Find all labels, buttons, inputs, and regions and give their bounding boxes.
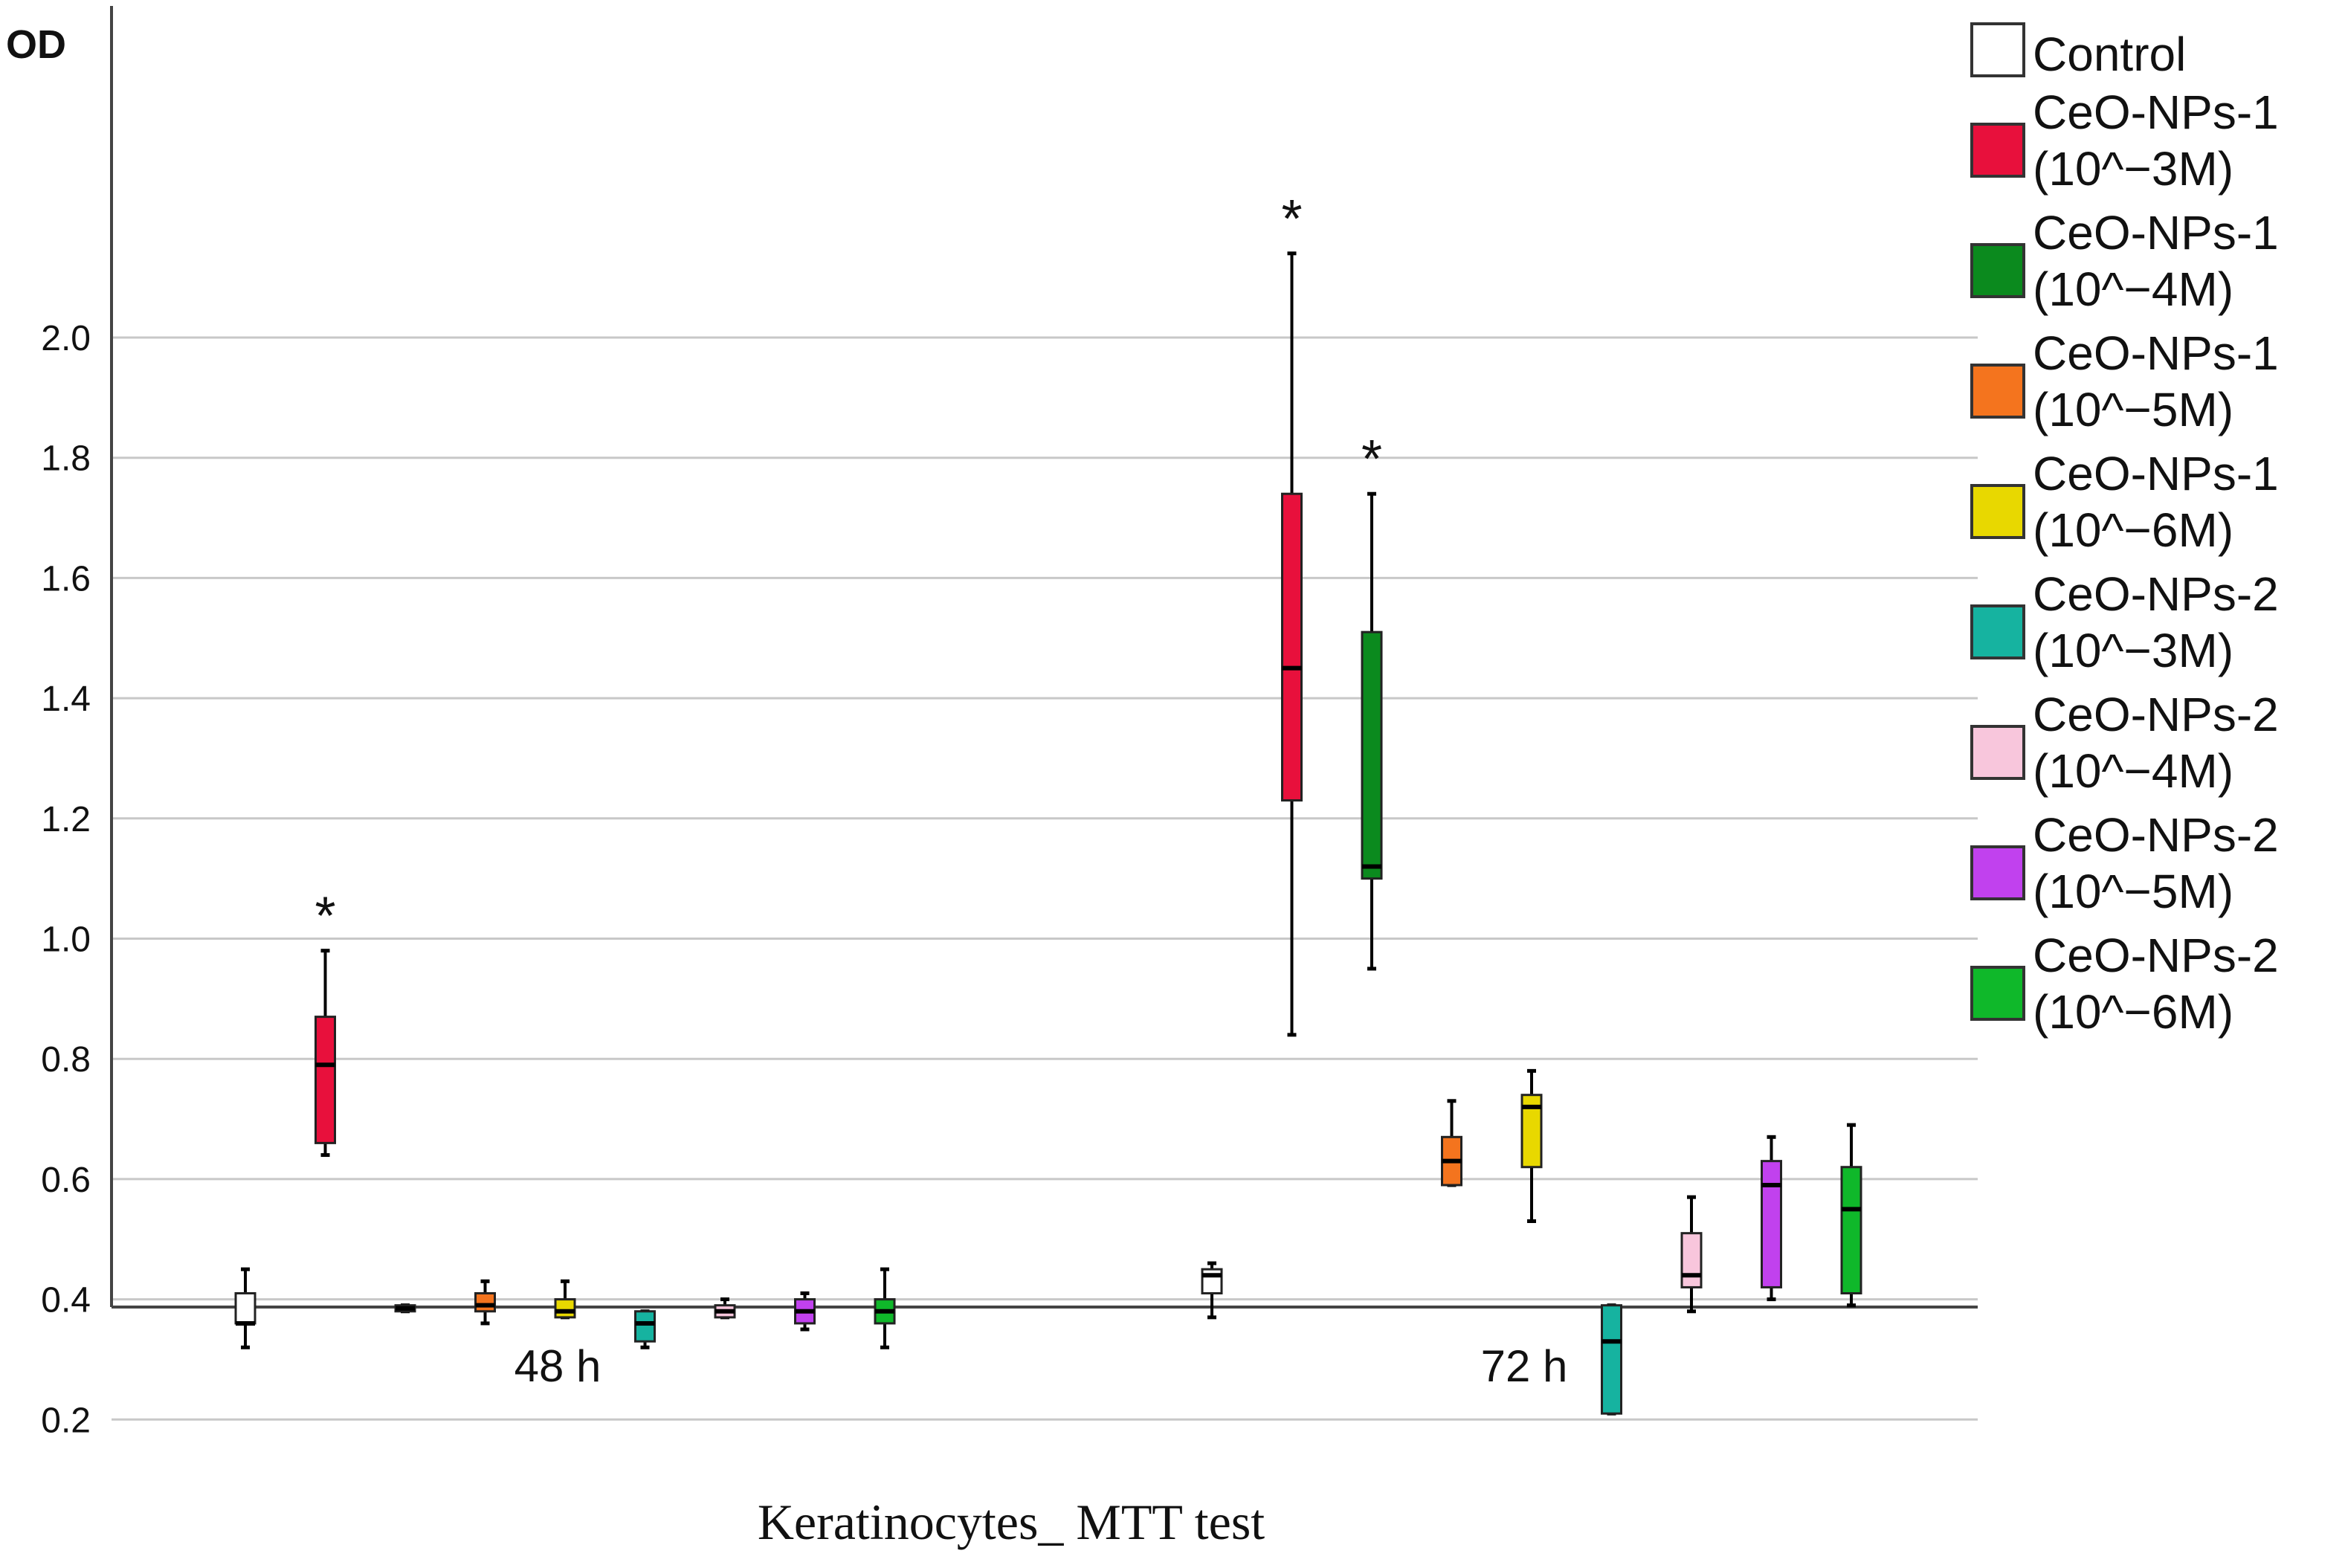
box-plot [1441, 1099, 1462, 1187]
legend-label-concentration: (10^−4M) [2033, 744, 2233, 798]
box-plot [1201, 1261, 1223, 1320]
legend-swatch [1970, 364, 2025, 419]
box-iqr [554, 1298, 576, 1319]
grid-lines [112, 336, 1978, 1421]
legend-label-concentration: (10^−3M) [2033, 624, 2233, 677]
y-tick-label: 0.6 [41, 1161, 91, 1200]
legend-item: CeO-NPs-2(10^−5M) [1970, 808, 2279, 918]
box-plot [1601, 1303, 1622, 1416]
legend-item: CeO-NPs-1(10^−3M) [1970, 86, 2279, 196]
box-plot [1520, 1068, 1543, 1223]
box-plot [474, 1279, 496, 1326]
legend-label: CeO-NPs-2 [2033, 567, 2279, 621]
y-tick-label: 1.0 [41, 920, 91, 960]
legend-item: CeO-NPs-2(10^−4M) [1970, 688, 2279, 798]
box-iqr [1201, 1268, 1223, 1295]
box-plot: * [315, 887, 336, 1158]
legend-swatch [1970, 604, 2025, 659]
y-tick-label: 0.8 [41, 1040, 91, 1080]
box-iqr [1361, 630, 1383, 880]
legend-label-concentration: (10^−4M) [2033, 262, 2233, 316]
legend-item: CeO-NPs-1(10^−5M) [1970, 326, 2279, 436]
legend-label-concentration: (10^−6M) [2033, 503, 2233, 557]
legend-swatch [1970, 123, 2025, 178]
legend-swatch [1970, 725, 2025, 780]
box-iqr [1601, 1304, 1622, 1415]
legend: ControlCeO-NPs-1(10^−3M)CeO-NPs-1(10^−4M… [1970, 22, 2279, 1039]
box-plot [554, 1279, 576, 1320]
x-category-label: 72 h [1481, 1341, 1568, 1391]
box-plot: * [1281, 190, 1303, 1037]
box-plot [234, 1267, 257, 1349]
legend-swatch [1970, 966, 2025, 1021]
legend-swatch [1970, 22, 2025, 77]
box-plot [874, 1267, 896, 1349]
legend-label: CeO-NPs-2 [2033, 808, 2279, 862]
y-tick-label: 1.2 [41, 800, 91, 839]
legend-swatch [1970, 484, 2025, 539]
legend-label: Control [2033, 28, 2186, 81]
box-plot [394, 1303, 416, 1314]
y-axis-title: OD [6, 22, 66, 67]
legend-item: CeO-NPs-2(10^−3M) [1970, 567, 2279, 677]
box-plot [794, 1291, 816, 1332]
box-series: * * * [234, 190, 1862, 1416]
box-iqr [1761, 1160, 1782, 1288]
legend-label: CeO-NPs-1 [2033, 326, 2279, 380]
y-tick-label: 1.6 [41, 559, 91, 599]
legend-item: Control [1970, 22, 2186, 81]
legend-label-concentration: (10^−6M) [2033, 985, 2233, 1039]
significance-star: * [1281, 190, 1302, 249]
x-category-label: 48 h [515, 1341, 601, 1391]
legend-label: CeO-NPs-1 [2033, 206, 2279, 259]
x-category-labels: 48 h 72 h [515, 1341, 1568, 1391]
legend-item: CeO-NPs-1(10^−6M) [1970, 447, 2279, 557]
box-plot [1680, 1195, 1703, 1314]
box-iqr [474, 1292, 496, 1313]
box-plot [1761, 1135, 1782, 1302]
x-axis-caption: Keratinocytes_ MTT test [758, 1494, 1265, 1550]
legend-swatch [1970, 845, 2025, 900]
box-iqr [1281, 492, 1303, 802]
legend-label-concentration: (10^−5M) [2033, 865, 2233, 918]
box-iqr [634, 1310, 656, 1343]
legend-label: CeO-NPs-2 [2033, 929, 2279, 982]
axes [110, 6, 1978, 1309]
y-tick-label: 0.4 [41, 1281, 91, 1320]
box-iqr [315, 1016, 336, 1144]
legend-item: CeO-NPs-2(10^−6M) [1970, 929, 2279, 1039]
y-tick-label: 2.0 [41, 319, 91, 358]
legend-swatch [1970, 243, 2025, 298]
y-tick-label: 1.8 [41, 439, 91, 479]
legend-label: CeO-NPs-1 [2033, 447, 2279, 500]
legend-item: CeO-NPs-1(10^−4M) [1970, 206, 2279, 316]
box-iqr [1840, 1166, 1862, 1295]
legend-label: CeO-NPs-1 [2033, 86, 2279, 139]
legend-label-concentration: (10^−3M) [2033, 142, 2233, 196]
significance-star: * [1361, 430, 1382, 489]
y-tick-label: 0.2 [41, 1401, 91, 1440]
box-iqr [234, 1292, 257, 1325]
box-plot: * [1361, 430, 1383, 971]
legend-label: CeO-NPs-2 [2033, 688, 2279, 741]
y-tick-label: 1.4 [41, 680, 91, 719]
box-iqr [1680, 1232, 1703, 1288]
box-plot [714, 1297, 736, 1320]
box-plot [1840, 1123, 1862, 1308]
box-plot [634, 1309, 656, 1349]
legend-label-concentration: (10^−5M) [2033, 383, 2233, 436]
y-tick-labels: 0.2 0.4 0.6 0.8 1.0 1.2 1.4 1.6 1.8 2.0 [41, 319, 91, 1440]
significance-star: * [315, 887, 335, 946]
